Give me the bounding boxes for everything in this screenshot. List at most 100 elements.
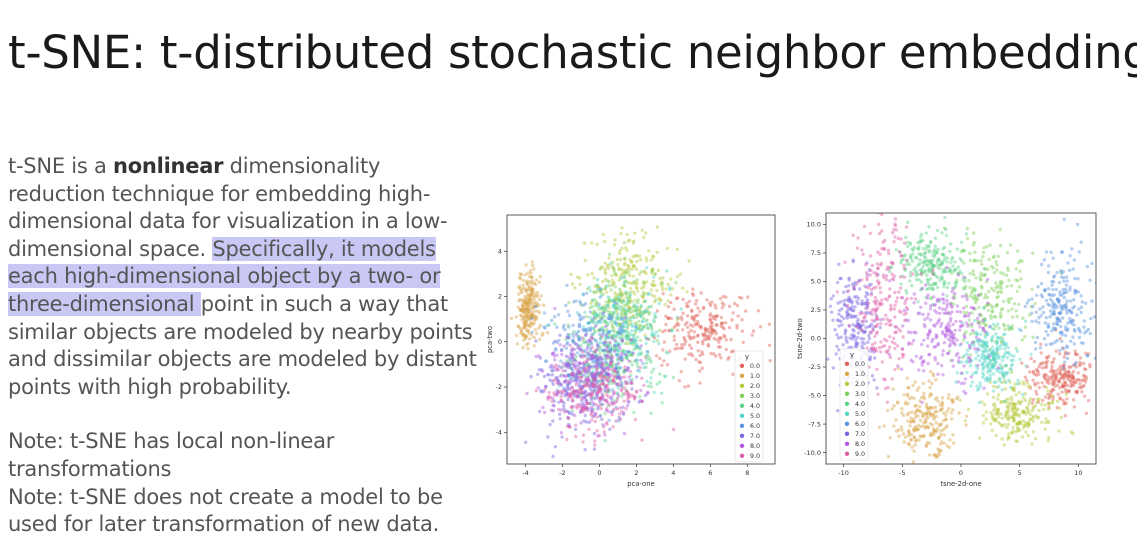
data-point [1047,402,1051,406]
data-point [701,342,705,346]
data-point [524,263,528,267]
data-point [1057,406,1062,410]
data-point [860,344,864,348]
data-point [914,439,918,443]
data-point [601,379,605,384]
data-point [702,337,707,342]
data-point [714,323,718,327]
data-point [991,322,996,326]
data-point [532,290,536,295]
data-point [995,302,999,307]
data-point [1010,324,1014,328]
data-point [1071,363,1075,368]
data-point [632,341,637,345]
data-point [575,394,580,398]
data-point [529,293,533,298]
data-point [649,384,653,389]
data-point [653,312,657,316]
data-point [1046,389,1050,393]
data-point [644,323,648,327]
data-point [932,453,937,457]
data-point [590,372,594,376]
data-point [1047,381,1051,385]
data-point [856,301,860,306]
data-point [935,259,939,264]
data-point [978,384,983,388]
data-point [634,358,638,362]
data-point [837,324,841,328]
data-point [1061,287,1065,292]
data-point [655,382,659,386]
data-point [657,342,661,346]
data-point [589,365,593,369]
data-point [914,269,919,274]
data-point [931,270,935,275]
data-point [577,334,581,339]
data-point [586,326,590,331]
data-point [574,389,578,393]
data-point [835,333,839,337]
data-point [578,371,582,375]
data-point [926,279,930,283]
data-point [629,393,633,397]
data-point [599,382,603,386]
data-point [949,330,953,335]
data-point [619,358,623,362]
data-point [611,392,616,396]
data-point [691,292,695,296]
data-point [601,382,606,387]
data-point [1061,384,1066,388]
data-point [589,381,594,385]
data-point [860,340,864,344]
data-point [914,277,919,282]
data-point [595,364,600,368]
data-point [596,344,601,348]
data-point [860,302,864,306]
data-point [589,356,593,360]
data-point [606,316,610,321]
data-point [572,352,576,356]
data-point [647,337,651,341]
data-point [685,320,689,325]
data-point [879,340,883,344]
data-point [588,401,592,406]
data-point [530,286,534,290]
data-point [633,395,637,399]
data-point [548,365,552,369]
data-point [613,374,617,379]
data-point [592,290,597,294]
data-point [617,366,621,371]
data-point [998,362,1002,367]
legend-label: 1.0 [855,371,865,378]
data-point [968,251,972,255]
data-point [979,293,983,297]
data-point [973,250,977,254]
data-point [593,439,597,443]
data-point [919,305,923,309]
data-point [1080,390,1084,394]
data-point [624,329,629,334]
data-point [593,443,597,447]
data-point [705,334,709,338]
data-point [1031,407,1035,411]
data-point [1047,435,1051,440]
data-point [954,353,958,357]
data-point [634,327,639,331]
data-point [1025,381,1030,385]
data-point [619,289,623,294]
data-point [865,275,869,280]
data-point [1060,390,1064,394]
data-point [1033,436,1038,441]
data-point [652,294,657,299]
data-point [1007,432,1011,436]
data-point [958,257,962,261]
data-point [593,384,598,389]
data-point [888,269,892,274]
data-point [621,272,626,276]
data-point [632,333,636,337]
data-point [589,396,593,400]
data-point [937,450,941,455]
data-point [615,324,619,328]
data-point [874,285,878,289]
data-point [1084,301,1088,305]
